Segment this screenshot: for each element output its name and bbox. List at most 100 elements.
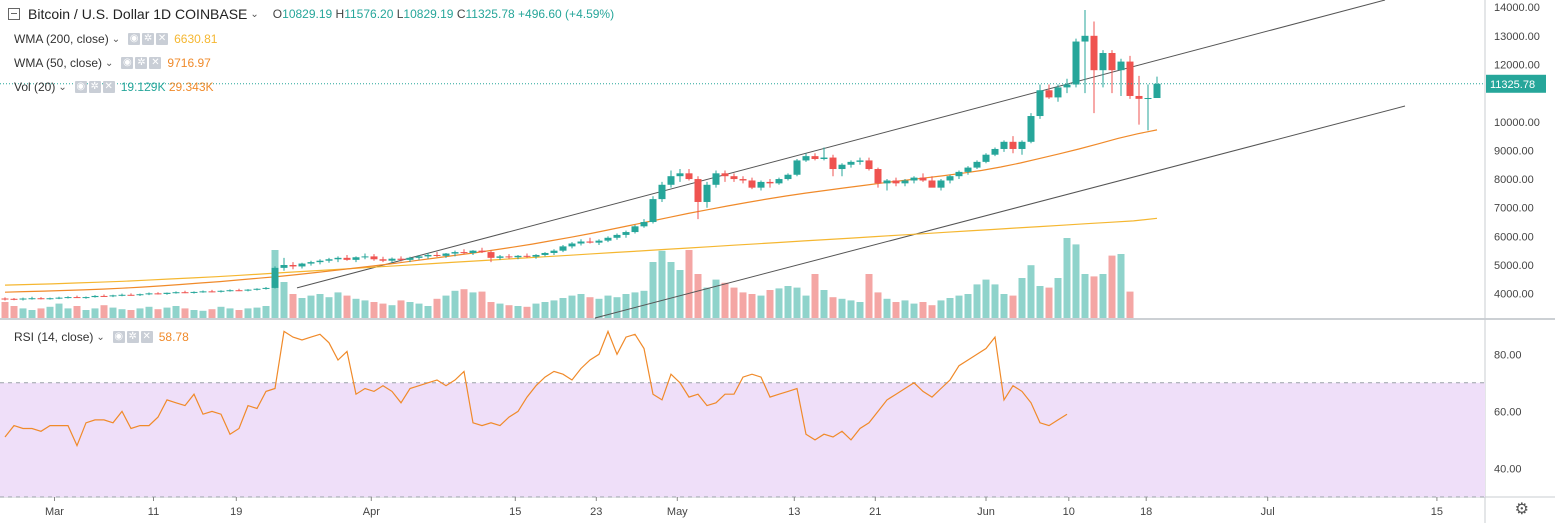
candle-body bbox=[793, 160, 801, 175]
volume-bar bbox=[739, 292, 747, 318]
candle-body bbox=[847, 161, 855, 165]
chevron-down-icon[interactable]: ⌄ bbox=[105, 57, 114, 69]
candle-body bbox=[208, 291, 216, 293]
close-label: C bbox=[456, 7, 466, 21]
candle-body bbox=[604, 237, 612, 241]
vol-legend[interactable]: Vol (20) ⌄ ◉ ✲ ✕ 19.129K 29.343K bbox=[14, 80, 214, 94]
volume-bar bbox=[901, 300, 909, 318]
volume-bar bbox=[280, 282, 288, 318]
volume-bar bbox=[730, 287, 738, 318]
candle-body bbox=[748, 180, 756, 188]
candle-body bbox=[694, 179, 702, 202]
time-tick-label: May bbox=[667, 506, 688, 518]
candle-body bbox=[523, 255, 531, 257]
candle-body bbox=[532, 254, 540, 257]
close-icon[interactable]: ✕ bbox=[140, 331, 153, 343]
candle-body bbox=[100, 295, 108, 297]
candle-body bbox=[964, 167, 972, 172]
volume-bar bbox=[469, 292, 477, 318]
candle-body bbox=[172, 292, 180, 294]
candle-body bbox=[991, 148, 999, 155]
volume-bar bbox=[442, 295, 450, 318]
chevron-down-icon[interactable]: ⌄ bbox=[58, 81, 67, 93]
candle-body bbox=[316, 260, 324, 263]
collapse-icon[interactable] bbox=[8, 8, 20, 20]
volume-bar bbox=[523, 306, 531, 318]
volume-bar bbox=[532, 303, 540, 318]
volume-bar bbox=[577, 294, 585, 318]
candle-body bbox=[82, 297, 90, 299]
candle-body bbox=[226, 290, 234, 292]
volume-bar bbox=[667, 262, 675, 318]
volume-bar bbox=[145, 306, 153, 318]
wma200-legend[interactable]: WMA (200, close) ⌄ ◉ ✲ ✕ 6630.81 bbox=[14, 32, 217, 46]
volume-bar bbox=[1045, 287, 1053, 318]
eye-icon[interactable]: ◉ bbox=[128, 33, 141, 45]
price-tick-label: 14000.00 bbox=[1494, 2, 1540, 14]
volume-bar bbox=[172, 306, 180, 318]
chevron-down-icon[interactable]: ⌄ bbox=[96, 331, 105, 343]
candle-body bbox=[757, 181, 765, 188]
volume-bar bbox=[1054, 278, 1062, 318]
candle-body bbox=[883, 180, 891, 184]
time-tick-label: 10 bbox=[1063, 506, 1075, 518]
close-icon[interactable]: ✕ bbox=[149, 57, 162, 69]
gear-icon[interactable]: ✲ bbox=[126, 331, 139, 343]
last-price-label: 11325.78 bbox=[1490, 79, 1535, 91]
gear-icon[interactable]: ✲ bbox=[88, 81, 101, 93]
candle-body bbox=[865, 160, 873, 170]
volume-bar bbox=[1018, 278, 1026, 318]
price-tick-label: 10000.00 bbox=[1494, 117, 1540, 129]
candle-body bbox=[118, 294, 126, 296]
volume-bar bbox=[883, 298, 891, 318]
close-icon[interactable]: ✕ bbox=[102, 81, 115, 93]
eye-icon[interactable]: ◉ bbox=[112, 331, 125, 343]
volume-bar bbox=[244, 308, 252, 318]
time-tick-label: 15 bbox=[509, 506, 521, 518]
candle-body bbox=[784, 174, 792, 180]
channel-lower-line bbox=[594, 105, 1406, 319]
candle-body bbox=[397, 258, 405, 260]
wma50-legend[interactable]: WMA (50, close) ⌄ ◉ ✲ ✕ 9716.97 bbox=[14, 56, 211, 70]
rsi-legend[interactable]: RSI (14, close) ⌄ ◉ ✲ ✕ 58.78 bbox=[14, 330, 189, 344]
chevron-down-icon[interactable]: ⌄ bbox=[250, 8, 259, 20]
candle-body bbox=[19, 298, 27, 300]
candle-body bbox=[1018, 141, 1026, 149]
candle-body bbox=[109, 295, 117, 297]
candle-body bbox=[658, 184, 666, 200]
candle-body bbox=[1144, 98, 1152, 100]
volume-bar bbox=[793, 287, 801, 318]
candle-body bbox=[676, 173, 684, 177]
candle-body bbox=[811, 156, 819, 159]
wma200-line bbox=[4, 217, 1158, 286]
volume-bar bbox=[1063, 238, 1071, 318]
close-icon[interactable]: ✕ bbox=[156, 33, 169, 45]
volume-bar bbox=[109, 307, 117, 318]
time-tick-label: 18 bbox=[1140, 506, 1152, 518]
eye-icon[interactable]: ◉ bbox=[74, 81, 87, 93]
candle-body bbox=[55, 297, 63, 299]
candle-body bbox=[649, 199, 657, 223]
candle-body bbox=[514, 255, 522, 258]
candle-body bbox=[235, 290, 243, 292]
candle-body bbox=[406, 257, 414, 260]
chevron-down-icon[interactable]: ⌄ bbox=[111, 33, 121, 45]
volume-bar bbox=[19, 308, 27, 318]
volume-bar bbox=[712, 279, 720, 318]
symbol-title[interactable]: Bitcoin / U.S. Dollar 1D COINBASE bbox=[28, 6, 248, 22]
eye-icon[interactable]: ◉ bbox=[121, 57, 134, 69]
gear-icon[interactable]: ✲ bbox=[142, 33, 155, 45]
volume-bar bbox=[388, 305, 396, 318]
volume-bar bbox=[1036, 286, 1044, 318]
candle-body bbox=[370, 256, 378, 260]
gear-icon[interactable]: ✲ bbox=[135, 57, 148, 69]
candle-body bbox=[253, 288, 261, 290]
time-tick-label: Jun bbox=[977, 506, 995, 518]
volume-bar bbox=[451, 290, 459, 318]
volume-bar bbox=[208, 309, 216, 318]
volume-bar bbox=[163, 307, 171, 318]
candle-body bbox=[820, 157, 828, 159]
settings-gear-icon[interactable]: ⚙ bbox=[1514, 501, 1529, 518]
candle-body bbox=[829, 157, 837, 170]
